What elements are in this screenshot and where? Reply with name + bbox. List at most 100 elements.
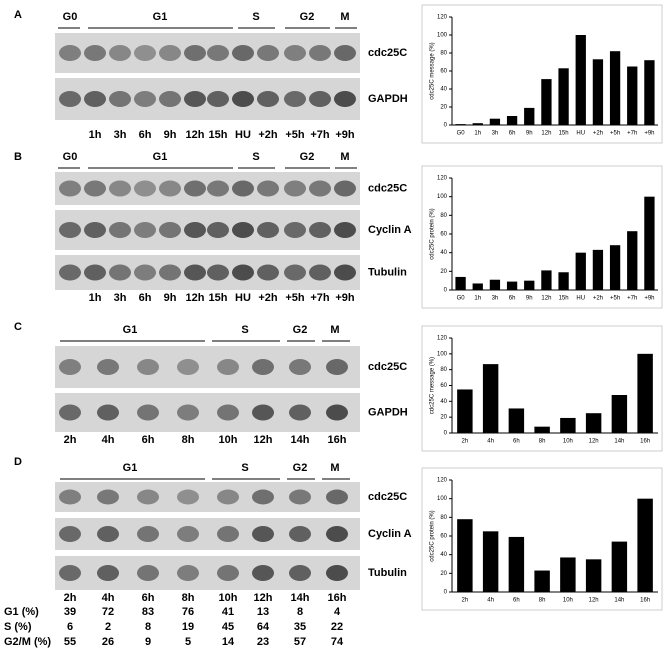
table-cell: 64 [257,621,270,633]
bar [627,231,638,290]
y-tick-label: 40 [440,250,447,256]
y-tick-label: 0 [444,288,448,294]
blot-band [184,222,206,238]
chart-frame [421,4,663,144]
y-tick-label: 100 [437,33,448,39]
lane-label: 2h [64,434,77,446]
table-cell: 45 [222,621,234,633]
blot-band [284,180,306,197]
panel-letter: D [14,456,22,468]
bar [508,536,525,592]
row-label: G2/M (%) [4,636,51,648]
x-tick-label: 12h [541,131,551,137]
lane-label: 16h [328,434,347,446]
band-label: cdc25C [368,491,407,503]
blot-band [334,45,356,61]
band-label: cdc25C [368,47,407,59]
blot-band [284,45,306,61]
x-tick-label: 3h [492,131,499,137]
blot-band [289,359,311,375]
panel-letter: B [14,151,22,163]
y-axis-title: cdc25C protein (%) [430,510,436,561]
blot-band [309,222,331,238]
lane-label: HU [235,129,251,141]
blot-band [309,91,331,107]
lane-label: 12h [186,292,205,304]
blot-band [134,222,156,238]
y-tick-label: 0 [444,590,448,596]
lane-label: 1h [89,129,102,141]
blot-strip [55,346,360,388]
y-tick-label: 100 [437,194,448,200]
lane-label: 9h [164,129,177,141]
band-label: GAPDH [368,93,408,105]
blot-band [309,45,331,61]
lane-label: 8h [182,592,195,604]
x-tick-label: +7h [627,131,637,137]
lane-label: 1h [89,292,102,304]
chart-frame [421,325,663,452]
table-cell: 72 [102,606,114,618]
x-tick-label: +7h [627,296,637,302]
lane-label: +2h [258,129,278,141]
blot-band [84,91,106,107]
x-tick-label: 10h [563,598,573,604]
blot-band [232,45,254,61]
blot-band [217,526,239,542]
blot-band [59,526,81,542]
lane-label: 8h [182,434,195,446]
bar [609,51,621,126]
lane-label: +9h [335,129,355,141]
x-tick-label: 1h [474,131,481,137]
bar [575,252,586,290]
lane-label: 6h [142,434,155,446]
blot-band [59,222,81,238]
blot-band [84,222,106,238]
blot-band [134,264,156,281]
lane-label: 14h [291,434,310,446]
table-cell: 4 [334,606,341,618]
bar [541,79,552,125]
lane-label: 9h [164,292,177,304]
blot-band [207,91,229,107]
bar [560,417,576,433]
phase-label: S [252,151,259,163]
y-tick-label: 20 [440,571,447,577]
blot-band [207,222,229,238]
blot-band [207,180,229,197]
x-tick-label: 3h [492,296,499,302]
phase-label: G1 [153,151,168,163]
x-tick-label: 12h [589,439,599,445]
blot-band [59,359,81,375]
lane-label: 12h [254,434,273,446]
table-cell: 23 [257,636,269,648]
blot-band [97,404,119,421]
blot-band [109,91,131,107]
band-label: Tubulin [368,266,407,278]
phase-label: G2 [293,324,308,336]
blot-band [109,180,131,197]
y-tick-label: 60 [440,232,447,238]
blot-band [326,526,348,542]
bar [592,59,604,125]
table-cell: 22 [331,621,343,633]
blot-band [159,264,181,281]
chart-frame [421,467,663,611]
blot-band [84,45,106,61]
bar [609,245,621,290]
bar [482,364,499,433]
lane-label: 15h [209,292,228,304]
x-tick-label: HU [576,131,585,137]
panel-letter: A [14,9,22,21]
bar [637,353,653,433]
x-tick-label: 6h [513,439,520,445]
x-tick-label: 12h [541,296,551,302]
blot-band [252,404,274,421]
table-cell: 13 [257,606,269,618]
blot-band [284,222,306,238]
lane-label: 16h [328,592,347,604]
lane-label: 12h [254,592,273,604]
blot-band [177,565,199,581]
blot-band [284,91,306,107]
x-tick-label: 10h [563,439,573,445]
